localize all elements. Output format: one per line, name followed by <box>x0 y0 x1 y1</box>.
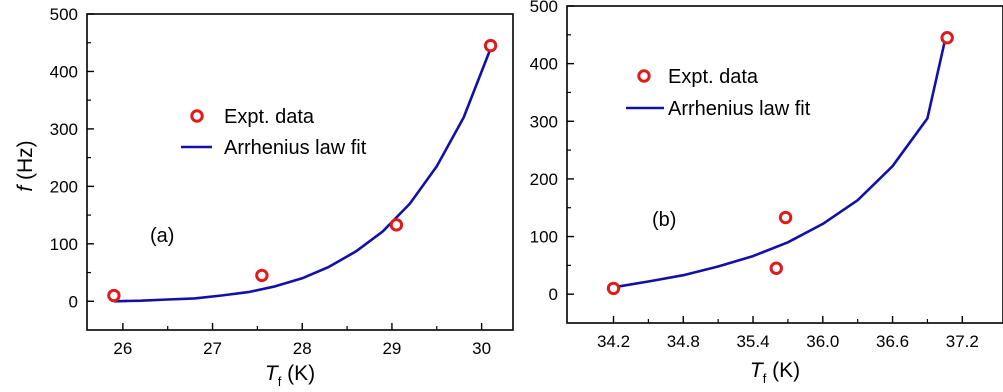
fit-line <box>113 48 492 303</box>
data-point <box>389 218 404 232</box>
data-point <box>769 261 783 275</box>
legend-label: Expt. data <box>224 106 315 128</box>
data-point <box>483 38 498 53</box>
y-axis-label: f (Hz) <box>14 140 37 191</box>
y-tick-label: 0 <box>69 292 78 311</box>
y-tick-label: 200 <box>50 177 78 196</box>
x-tick-label: 36.0 <box>806 332 839 351</box>
legend-label: Expt. data <box>668 66 759 88</box>
legend-marker <box>637 69 651 83</box>
y-tick-label: 100 <box>50 235 78 254</box>
x-axis-label-symbol: T <box>265 362 280 385</box>
fit-line <box>613 40 947 289</box>
legend-label: Arrhenius law fit <box>668 98 811 120</box>
y-tick-label: 100 <box>530 228 558 247</box>
legend-label: Arrhenius law fit <box>224 137 367 159</box>
x-axis-label: Tf (K) <box>750 359 800 386</box>
y-tick-label: 500 <box>530 0 558 16</box>
x-tick-label: 37.2 <box>946 332 979 351</box>
data-point <box>940 31 954 45</box>
x-axis-label-unit: (K) <box>281 362 315 385</box>
plot-frame <box>566 5 1003 324</box>
y-axis-label-symbol: f <box>14 184 37 192</box>
y-tick-label: 400 <box>530 55 558 74</box>
x-tick-label: 28 <box>293 339 312 358</box>
x-tick-label: 26 <box>113 339 132 358</box>
x-axis-label-unit: (K) <box>766 359 800 382</box>
x-axis-label: Tf (K) <box>265 362 315 389</box>
x-tick-label: 30 <box>472 339 491 358</box>
panel-label: (a) <box>150 225 174 247</box>
y-tick-label: 400 <box>50 62 78 81</box>
data-point <box>606 281 621 296</box>
legend: Expt. data Arrhenius law fit <box>626 66 811 120</box>
legend: Expt. data Arrhenius law fit <box>181 106 367 159</box>
y-tick-label: 200 <box>530 170 558 189</box>
data-point <box>107 288 121 303</box>
x-axis-label-symbol: T <box>750 359 765 382</box>
data-point <box>778 210 793 225</box>
x-tick-label: 36.6 <box>876 332 909 351</box>
x-tick-label: 35.4 <box>736 332 769 351</box>
y-tick-label: 0 <box>549 285 558 304</box>
legend-marker <box>190 109 204 123</box>
plot-frame <box>86 13 514 331</box>
y-axis-label-unit: (Hz) <box>14 140 37 186</box>
y-tick-label: 300 <box>530 112 558 131</box>
x-tick-label: 34.2 <box>597 332 630 351</box>
x-tick-label: 34.8 <box>667 332 700 351</box>
data-point <box>255 268 269 283</box>
x-tick-label: 27 <box>203 339 222 358</box>
panel-label: (b) <box>652 209 676 231</box>
y-tick-label: 500 <box>50 5 78 24</box>
x-axis-label-subscript: f <box>763 371 767 386</box>
x-tick-label: 29 <box>382 339 401 358</box>
y-tick-label: 300 <box>50 120 78 139</box>
chart-panel-b: 34.2 34.8 35.4 36.0 36.6 37.2 0 100 200 300 400 500… <box>530 0 1003 386</box>
x-axis-label-subscript: f <box>278 374 282 389</box>
